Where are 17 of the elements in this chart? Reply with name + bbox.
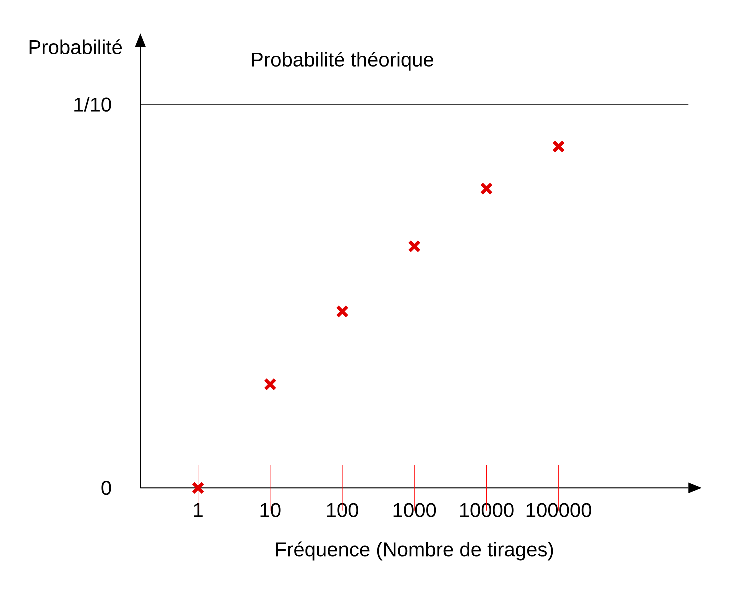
x-tick-label: 1000 — [394, 503, 436, 518]
point — [264, 378, 277, 391]
point — [336, 305, 349, 318]
x-tick-label: 1 — [194, 503, 203, 517]
point — [408, 240, 422, 253]
x-tick-label: 100000 — [526, 503, 592, 518]
x-tick-label: 10000 — [460, 503, 514, 518]
point — [552, 140, 566, 153]
ref-line-label: Probabilité théorique — [252, 52, 434, 71]
x-tick-label: 100 — [327, 503, 358, 518]
point — [480, 182, 494, 196]
x-axis-title: Fréquence (Nombre de tirages) — [276, 542, 554, 561]
y-tick-label: 0 — [102, 480, 112, 496]
x-tick-label: 10 — [260, 503, 281, 518]
point — [192, 482, 205, 494]
y-axis-title: Probabilité — [30, 39, 122, 54]
y-tick-label: 1/10 — [74, 97, 112, 112]
